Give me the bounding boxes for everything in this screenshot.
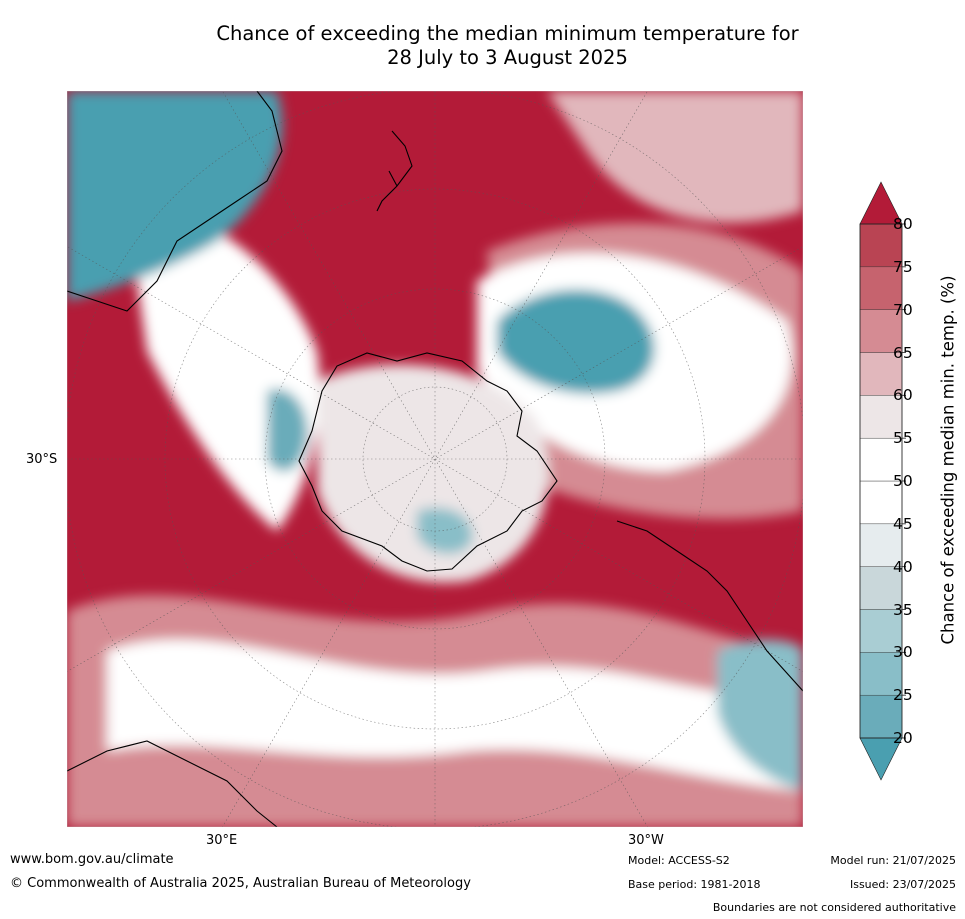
colorbar-tick-label: 80: [893, 215, 913, 233]
colorbar: [859, 181, 906, 781]
colorbar-segment: [859, 609, 903, 653]
colorbar-segment: [859, 223, 903, 268]
australia-coast: [67, 91, 283, 312]
longitude-label-west: 30°W: [628, 833, 664, 848]
colorbar-segment: [859, 480, 903, 525]
field-low-indian-ocean: [67, 91, 283, 301]
field-low-south-atlantic: [497, 289, 655, 394]
colorbar-title: Chance of exceeding median min. temp. (%…: [938, 275, 958, 645]
colorbar-segment: [859, 694, 903, 739]
title-line-1: Chance of exceeding the median minimum t…: [216, 22, 799, 45]
colorbar-segment: [859, 566, 903, 610]
colorbar-tick-label: 65: [893, 343, 913, 362]
colorbar-tick-label: 35: [893, 600, 913, 619]
base-period: Base period: 1981-2018: [628, 878, 761, 891]
colorbar-segment: [859, 652, 903, 696]
colorbar-segment: [859, 266, 903, 310]
website-link[interactable]: www.bom.gov.au/climate: [10, 852, 174, 867]
south-america-coast: [616, 520, 803, 692]
colorbar-segment: [859, 437, 903, 482]
colorbar-segment: [859, 395, 903, 439]
longitude-label-east: 30°E: [206, 833, 238, 848]
colorbar-segment: [859, 523, 903, 567]
colorbar-tick-label: 55: [893, 429, 913, 448]
colorbar-tick-label: 45: [893, 514, 913, 533]
coastlines: [67, 91, 803, 827]
field-pink-northeast: [547, 91, 803, 223]
copyright-notice: © Commonwealth of Australia 2025, Austra…: [10, 876, 471, 891]
colorbar-tick-label: 40: [893, 557, 913, 576]
title-line-2: 28 July to 3 August 2025: [387, 46, 628, 69]
probability-map[interactable]: [67, 91, 803, 827]
field-low-indian-southwest: [267, 389, 308, 472]
colorbar-tick-label: 60: [893, 386, 913, 405]
model-name: Model: ACCESS-S2: [628, 854, 730, 867]
boundaries-disclaimer: Boundaries are not considered authoritat…: [712, 901, 956, 914]
field-neutral-south: [107, 639, 803, 791]
chart-title: Chance of exceeding the median minimum t…: [150, 22, 865, 70]
colorbar-tick-label: 25: [893, 686, 913, 705]
colorbar-tick-label: 75: [893, 257, 913, 276]
colorbar-tick-label: 30: [893, 643, 913, 662]
field-low-antarctic-east: [417, 507, 473, 554]
colorbar-tick-label: 50: [893, 472, 913, 490]
graticule: [67, 91, 803, 827]
africa-coast: [67, 740, 278, 827]
colorbar-tick-label: 70: [893, 300, 913, 319]
new-zealand-coast: [376, 130, 413, 212]
latitude-label: 30°S: [26, 452, 58, 467]
field-low-south-america: [717, 639, 803, 791]
issued-date: Issued: 23/07/2025: [849, 878, 956, 891]
antarctica-coast: [298, 352, 558, 572]
field-neutral-antarctica: [317, 364, 549, 583]
colorbar-tick-label: 20: [893, 729, 913, 747]
model-run-date: Model run: 21/07/2025: [830, 854, 956, 867]
